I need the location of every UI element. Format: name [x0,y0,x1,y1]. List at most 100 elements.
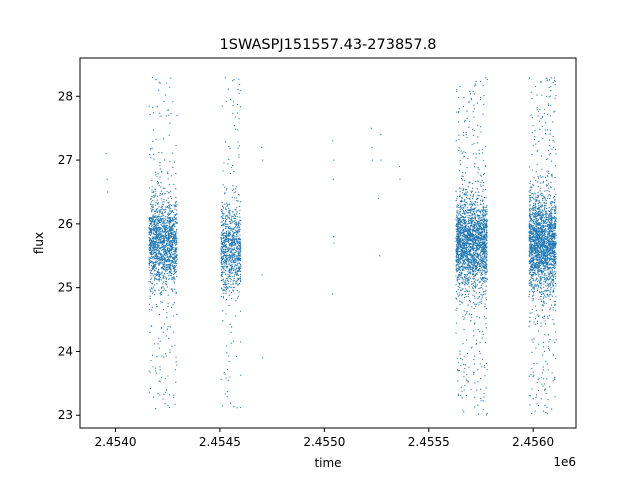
data-point [466,215,468,217]
data-point [239,270,242,272]
data-point [157,182,160,184]
data-point [477,195,479,197]
data-point [480,294,482,296]
data-point [152,227,154,229]
data-point [465,252,467,254]
data-point [482,113,484,115]
data-point [474,382,476,384]
data-point [157,230,160,232]
data-point [475,258,477,260]
data-point [156,256,158,258]
data-point [170,222,172,224]
data-point [154,367,157,369]
data-point [159,247,161,249]
data-point [484,270,486,272]
data-point [237,147,239,149]
data-point [159,112,161,114]
data-point [240,374,242,376]
data-point [168,226,170,228]
data-point [476,244,478,247]
data-point [149,217,152,219]
data-point [474,237,476,239]
data-point [224,253,226,256]
data-point [148,233,150,236]
data-point [221,275,223,277]
data-point [456,298,458,300]
data-point [152,228,154,231]
data-point [227,230,229,232]
data-point [479,174,481,176]
data-point [161,192,163,195]
data-point [455,297,457,299]
data-point [458,226,460,228]
data-point [473,209,476,211]
data-point [483,253,485,255]
data-point [477,241,479,243]
data-point [482,276,484,279]
data-point [173,161,176,163]
data-point [459,353,461,355]
data-point [164,234,167,236]
data-point [170,247,173,249]
data-point [477,255,479,257]
data-point [234,226,236,229]
data-point [461,204,464,206]
data-point [229,203,231,205]
data-point [483,392,485,395]
data-point [472,237,474,239]
data-point [168,233,170,235]
data-point [483,224,485,226]
data-point [484,341,487,344]
data-point [165,266,167,269]
data-point [458,254,460,256]
data-point [476,261,478,263]
data-point [234,128,237,130]
data-point [473,259,476,262]
data-point [237,284,239,286]
data-point [459,191,461,193]
data-point [461,265,464,267]
data-point [155,232,157,235]
data-point [171,246,173,248]
data-point [486,256,488,258]
data-point [231,222,233,224]
data-point [150,257,152,260]
data-point [464,367,466,370]
data-point [485,77,487,79]
data-point [160,276,162,278]
data-point [170,232,173,235]
data-point [164,219,166,222]
data-point [166,171,168,173]
data-point [471,254,473,256]
data-point [473,247,475,249]
data-point [480,300,482,302]
data-point [161,228,163,230]
data-point [465,246,467,249]
data-point [231,252,233,254]
data-point [463,242,465,245]
data-point [237,259,239,261]
data-point [473,252,475,254]
data-point [535,196,537,198]
data-point [225,285,228,288]
data-point [467,290,469,293]
data-point [226,225,228,228]
data-point [480,397,482,400]
data-point [160,223,162,225]
data-point [234,255,236,257]
data-point [477,223,480,226]
data-point [175,271,177,273]
data-point [473,153,475,155]
data-point [229,323,231,325]
data-point [171,230,173,232]
data-point [230,402,232,404]
data-point [479,227,481,229]
data-point [222,283,225,286]
data-point [463,256,465,258]
data-point [159,235,162,237]
data-point [167,258,170,260]
data-point [221,217,224,219]
data-point [173,269,175,271]
data-point [464,189,467,191]
data-point [484,214,486,217]
